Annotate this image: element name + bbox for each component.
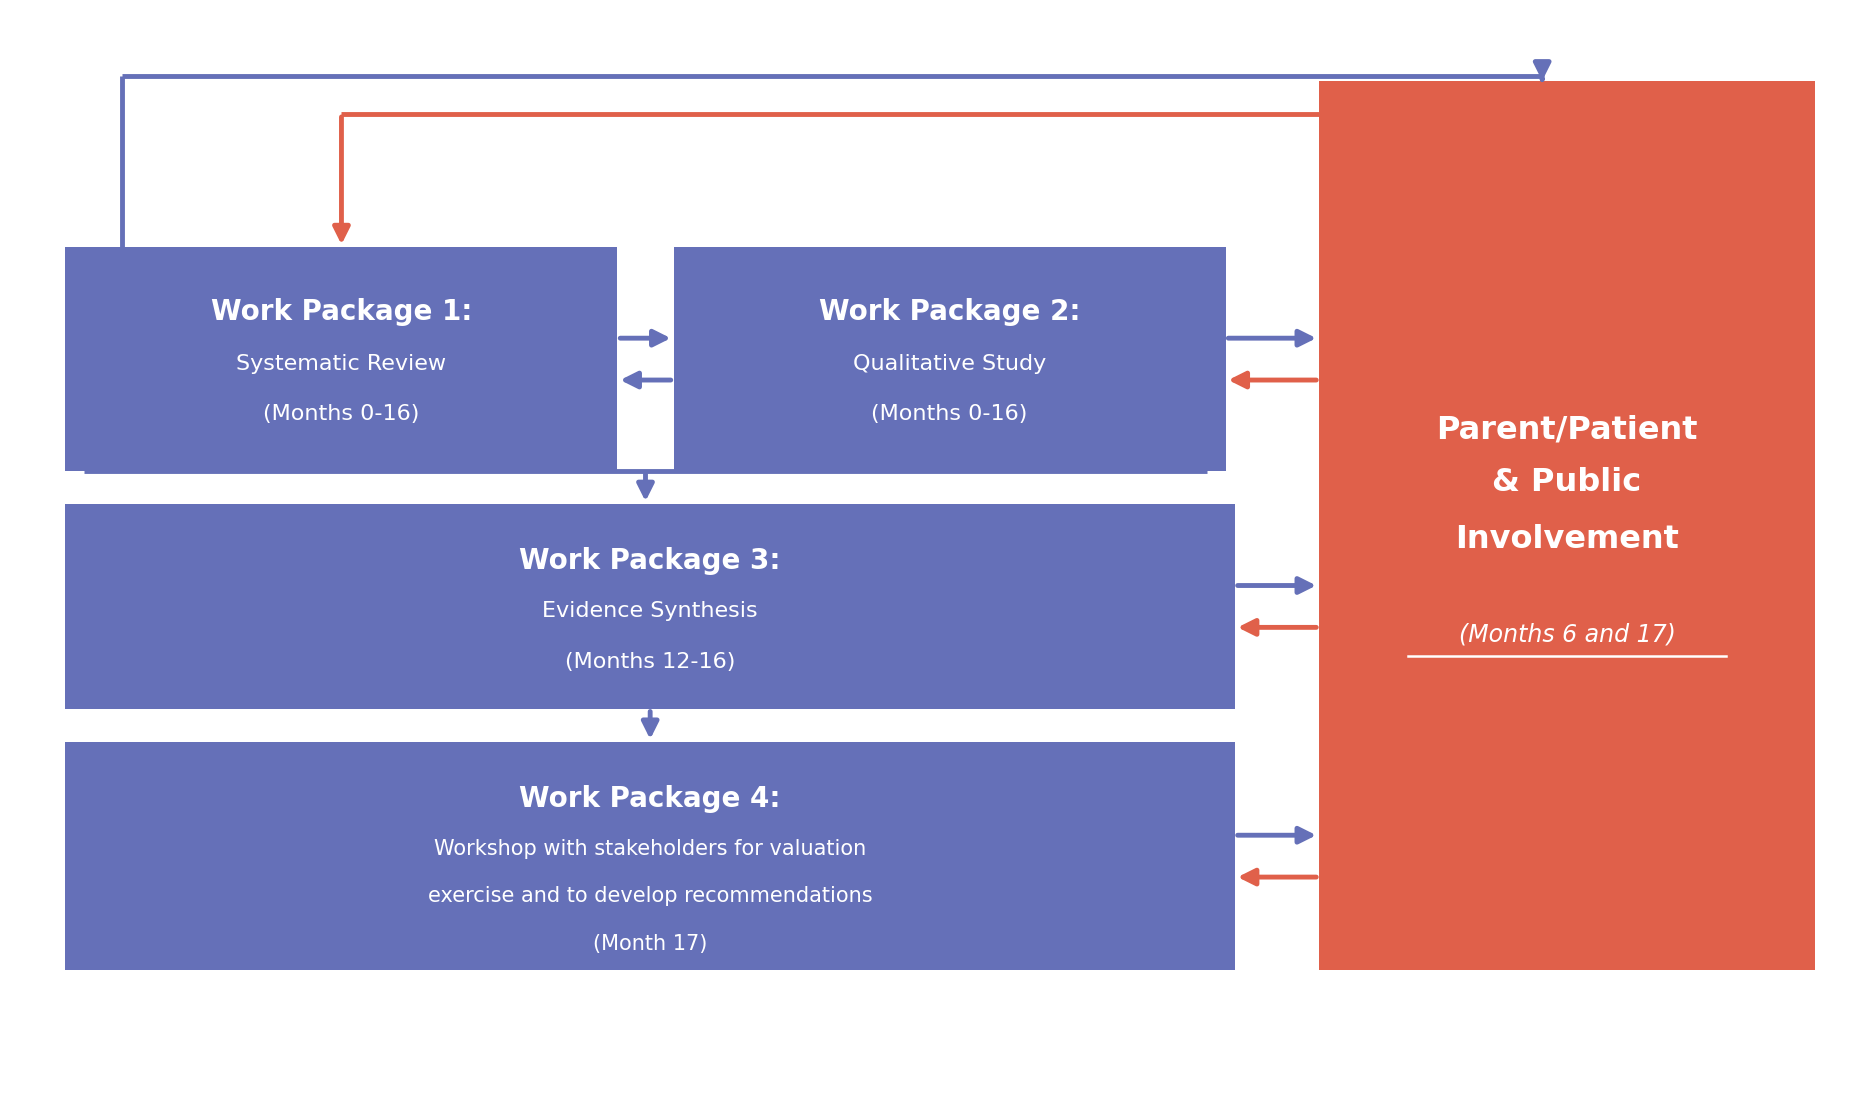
Text: (Months 0-16): (Months 0-16) (872, 404, 1027, 424)
FancyBboxPatch shape (1319, 81, 1815, 971)
Text: Systematic Review: Systematic Review (236, 354, 447, 374)
Text: exercise and to develop recommendations: exercise and to develop recommendations (428, 886, 872, 906)
Text: Evidence Synthesis: Evidence Synthesis (543, 601, 758, 621)
Text: Work Package 2:: Work Package 2: (819, 297, 1080, 325)
FancyBboxPatch shape (65, 742, 1235, 971)
Text: & Public: & Public (1493, 467, 1641, 499)
FancyBboxPatch shape (65, 504, 1235, 709)
Text: Work Package 3:: Work Package 3: (520, 546, 780, 574)
Text: (Months 12-16): (Months 12-16) (565, 651, 735, 671)
Text: Workshop with stakeholders for valuation: Workshop with stakeholders for valuation (434, 838, 866, 858)
Text: Involvement: Involvement (1456, 524, 1678, 555)
Text: Work Package 1:: Work Package 1: (211, 297, 471, 325)
Text: (Month 17): (Month 17) (593, 934, 707, 954)
Text: Qualitative Study: Qualitative Study (853, 354, 1046, 374)
FancyBboxPatch shape (65, 247, 617, 471)
Text: Work Package 4:: Work Package 4: (520, 785, 780, 814)
Text: (Months 0-16): (Months 0-16) (264, 404, 419, 424)
FancyBboxPatch shape (674, 247, 1226, 471)
Text: Parent/Patient: Parent/Patient (1437, 415, 1697, 446)
Text: (Months 6 and 17): (Months 6 and 17) (1459, 623, 1675, 647)
